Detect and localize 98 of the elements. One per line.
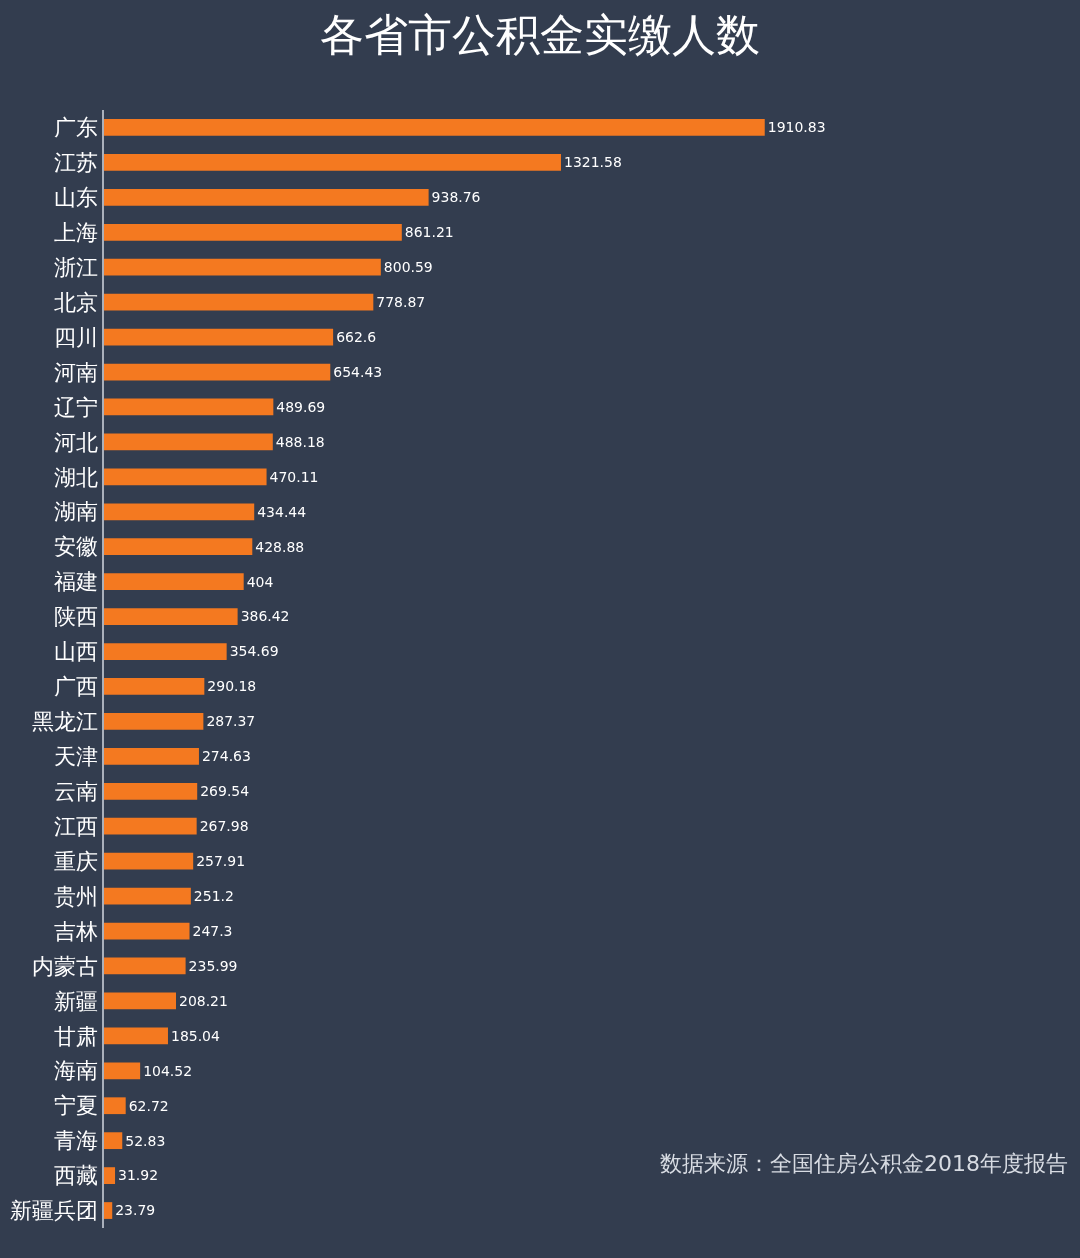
y-tick-label: 广西 (53, 674, 98, 700)
y-tick-label: 江苏 (53, 150, 98, 176)
data-label: 800.59 (383, 259, 433, 276)
y-tick-label: 贵州 (53, 883, 98, 909)
data-label: 104.52 (143, 1062, 193, 1079)
bar (104, 1202, 113, 1219)
bar (104, 223, 402, 241)
data-label: 62.72 (128, 1097, 169, 1114)
y-tick-label: 山东 (53, 185, 98, 211)
data-label: 235.99 (188, 957, 238, 974)
y-tick-label: 重庆 (53, 848, 98, 874)
data-label: 778.87 (376, 294, 426, 311)
y-tick-label: 黑龙江 (31, 709, 98, 735)
data-label: 404 (246, 573, 274, 590)
bar (104, 503, 255, 521)
y-tick-label: 江西 (53, 813, 98, 839)
y-tick-label: 辽宁 (53, 394, 98, 420)
data-label: 31.92 (118, 1167, 159, 1184)
y-tick-label: 吉林 (53, 918, 98, 944)
data-label: 247.3 (192, 922, 233, 939)
data-label: 274.63 (201, 748, 251, 765)
data-label: 354.69 (229, 643, 279, 660)
data-label: 434.44 (257, 503, 307, 520)
bar (104, 573, 244, 591)
y-tick-label: 宁夏 (53, 1093, 98, 1119)
data-label: 251.2 (193, 887, 234, 904)
bar (104, 608, 238, 625)
bar (104, 713, 204, 730)
data-label: 386.42 (240, 608, 290, 625)
y-tick-label: 海南 (53, 1058, 98, 1084)
y-tick-label: 甘肃 (53, 1023, 98, 1049)
y-tick-label: 内蒙古 (31, 953, 98, 979)
bar (104, 678, 205, 695)
y-tick-label: 上海 (53, 219, 98, 245)
y-tick-label: 北京 (53, 289, 98, 315)
y-tick-label: 河南 (53, 359, 98, 385)
bar (104, 1132, 123, 1150)
bar (104, 922, 190, 940)
bar (104, 852, 194, 870)
y-tick-label: 河北 (53, 429, 98, 455)
y-tick-label: 安徽 (53, 534, 98, 560)
y-tick-label: 新疆兵团 (9, 1198, 98, 1224)
annotation: 数据来源：全国住房公积金2018年度报告 (660, 1151, 1068, 1176)
y-tick-label: 浙江 (53, 254, 98, 280)
bar (104, 538, 253, 556)
data-label: 938.76 (431, 189, 481, 206)
data-label: 861.21 (404, 224, 454, 241)
bar (104, 1097, 126, 1115)
chart-title: 各省市公积金实缴人数 (320, 8, 760, 60)
y-tick-label: 湖北 (53, 464, 98, 490)
bar (104, 433, 273, 451)
y-tick-label: 四川 (53, 324, 98, 350)
bar (104, 258, 381, 276)
bar (104, 1027, 168, 1045)
data-label: 1910.83 (767, 119, 826, 136)
bar (104, 328, 334, 346)
bar (104, 817, 197, 835)
y-tick-label: 福建 (53, 569, 98, 595)
y-tick-label: 青海 (53, 1128, 98, 1154)
data-label: 290.18 (207, 678, 257, 695)
data-label: 287.37 (206, 713, 256, 730)
data-label: 52.83 (125, 1132, 166, 1149)
y-tick-label: 湖南 (53, 499, 98, 525)
y-tick-label: 云南 (53, 778, 98, 804)
bar (104, 782, 198, 800)
data-label: 208.21 (179, 992, 228, 1009)
bar (104, 1167, 116, 1184)
y-tick-label: 西藏 (53, 1163, 98, 1189)
data-label: 428.88 (255, 538, 305, 555)
bar (104, 293, 374, 311)
y-tick-label: 陕西 (53, 604, 98, 630)
bar (104, 398, 274, 416)
bar (104, 119, 765, 136)
bar (104, 154, 561, 171)
bar (104, 643, 227, 660)
data-label: 1321.58 (564, 154, 622, 171)
data-label: 185.04 (170, 1027, 220, 1044)
bar (104, 887, 191, 905)
data-label: 488.18 (275, 433, 325, 450)
y-tick-label: 广东 (53, 115, 98, 141)
data-label: 23.79 (115, 1202, 156, 1219)
data-label: 662.6 (336, 328, 377, 345)
y-tick-label: 天津 (53, 744, 98, 770)
y-tick-label: 山西 (53, 639, 98, 665)
data-label: 470.11 (269, 468, 319, 485)
bar (104, 188, 429, 206)
bar (104, 992, 176, 1010)
y-tick-label: 新疆 (53, 988, 98, 1014)
bar (104, 957, 186, 975)
data-label: 267.98 (199, 818, 249, 835)
bar (104, 1062, 141, 1080)
bar (104, 363, 331, 381)
bar (104, 468, 267, 486)
bar (104, 747, 199, 765)
data-label: 654.43 (333, 363, 383, 380)
data-label: 257.91 (196, 853, 246, 870)
data-label: 269.54 (200, 783, 250, 800)
data-label: 489.69 (276, 398, 326, 415)
